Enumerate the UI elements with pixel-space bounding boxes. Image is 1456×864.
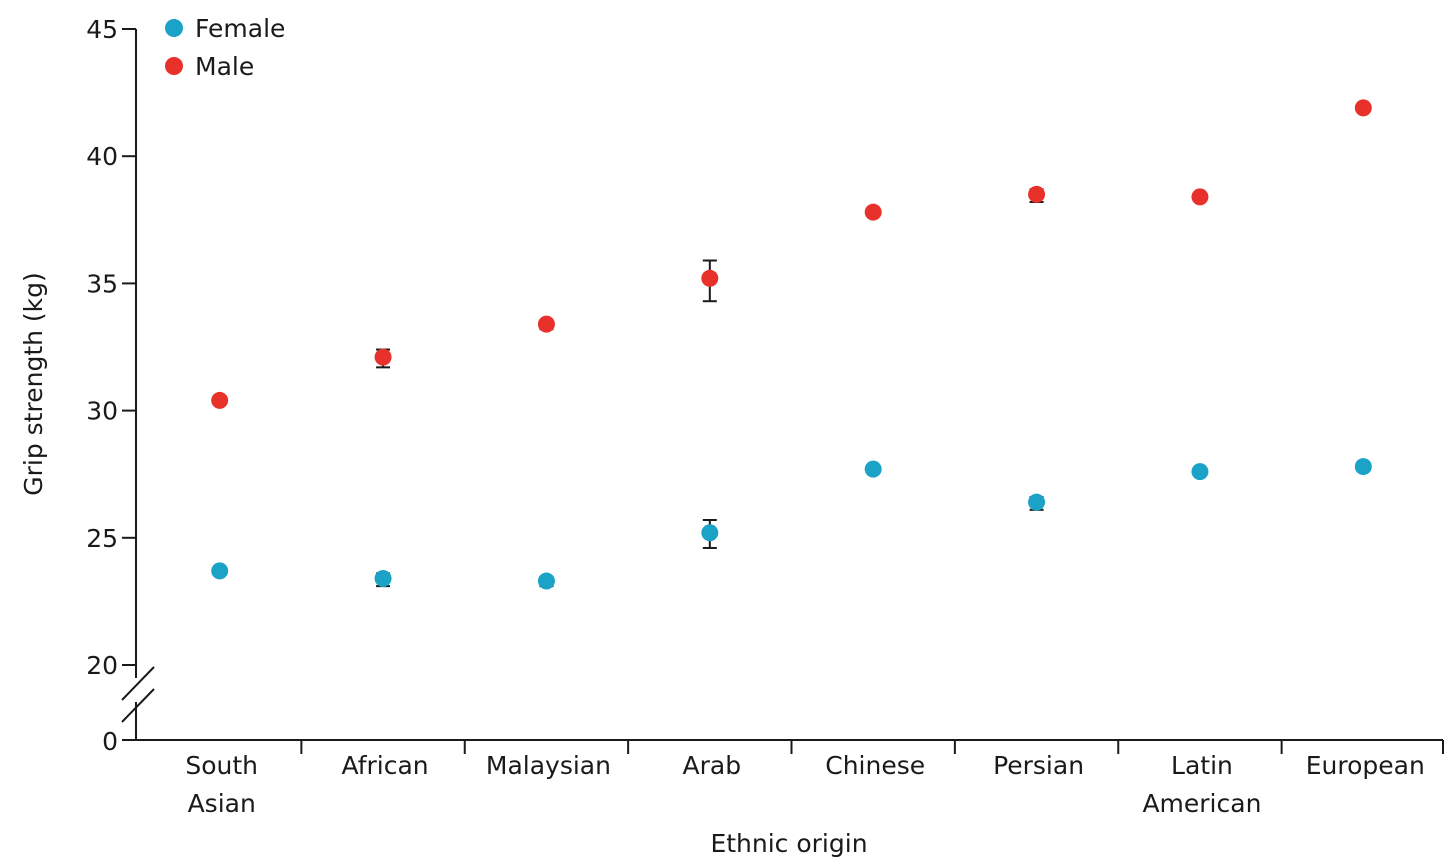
x-tick-label: Persian bbox=[993, 751, 1084, 780]
female-point bbox=[701, 524, 719, 542]
y-tick-label: 30 bbox=[86, 397, 118, 426]
y-tick-label: 40 bbox=[86, 142, 118, 171]
y-tick-label: 45 bbox=[86, 15, 118, 44]
male-legend-marker bbox=[165, 57, 183, 75]
y-axis-title: Grip strength (kg) bbox=[19, 272, 48, 496]
male-point bbox=[1028, 185, 1046, 203]
female-point bbox=[1191, 463, 1209, 481]
male-legend-label: Male bbox=[195, 52, 254, 81]
axis-break-mark-lower bbox=[121, 688, 155, 723]
x-tick-label: Latin bbox=[1171, 751, 1233, 780]
data-marks bbox=[211, 99, 1372, 590]
x-tick-label: Asian bbox=[188, 789, 256, 818]
male-point bbox=[1191, 188, 1209, 206]
x-axis-ticks: South Asian African Malaysian Arab Chinese Per… bbox=[185, 740, 1444, 818]
female-legend-label: Female bbox=[195, 14, 285, 43]
female-point bbox=[864, 460, 882, 478]
female-point bbox=[374, 570, 392, 588]
female-point bbox=[1354, 458, 1372, 476]
y-tick-label-zero: 0 bbox=[102, 727, 118, 756]
x-tick-label: South bbox=[185, 751, 258, 780]
legend: Female Male bbox=[165, 14, 285, 81]
x-tick-label: European bbox=[1306, 751, 1425, 780]
male-point bbox=[537, 315, 555, 333]
male-point bbox=[1354, 99, 1372, 117]
female-point bbox=[537, 572, 555, 590]
y-tick-label: 35 bbox=[86, 269, 118, 298]
x-tick-label: Chinese bbox=[825, 751, 925, 780]
x-tick-label: African bbox=[341, 751, 428, 780]
female-point bbox=[1028, 493, 1046, 511]
male-point bbox=[374, 348, 392, 366]
x-tick-label: Arab bbox=[683, 751, 742, 780]
female-point bbox=[211, 562, 229, 580]
x-tick-label: Malaysian bbox=[486, 751, 611, 780]
y-tick-label: 25 bbox=[86, 524, 118, 553]
female-legend-marker bbox=[165, 19, 183, 37]
male-point bbox=[864, 203, 882, 221]
male-point bbox=[701, 269, 719, 287]
y-tick-label: 20 bbox=[86, 651, 118, 680]
male-point bbox=[211, 391, 229, 409]
axes bbox=[121, 29, 1443, 741]
y-axis-ticks: 20 25 30 35 40 45 0 bbox=[86, 15, 136, 756]
axis-break-mark-upper bbox=[121, 666, 155, 701]
x-tick-label: American bbox=[1142, 789, 1261, 818]
x-axis-title: Ethnic origin bbox=[710, 829, 867, 858]
